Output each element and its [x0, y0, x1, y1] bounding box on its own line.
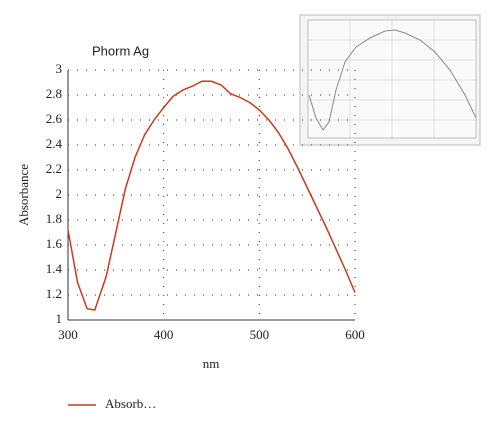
- y-tick-label: 1.2: [46, 286, 62, 301]
- x-tick-label: 500: [250, 327, 270, 342]
- x-tick-label: 300: [58, 327, 78, 342]
- y-axis-label: Absorbance: [16, 164, 31, 226]
- y-tick-label: 1.4: [46, 261, 63, 276]
- x-tick-label: 600: [345, 327, 365, 342]
- y-tick-label: 2.6: [46, 111, 63, 126]
- data-line: [67, 80, 356, 311]
- x-axis-label: nm: [203, 356, 220, 371]
- y-tick-label: 2.2: [46, 161, 62, 176]
- inset-image: [299, 14, 481, 146]
- y-tick-label: 2: [56, 186, 63, 201]
- x-tick-label: 400: [154, 327, 174, 342]
- y-tick-label: 2.8: [46, 86, 62, 101]
- y-tick-label: 1.8: [46, 211, 62, 226]
- legend-label: Absorb…: [105, 396, 156, 411]
- chart-title: Phorm Ag: [92, 43, 149, 58]
- y-tick-label: 1: [56, 311, 63, 326]
- y-tick-label: 3: [56, 61, 63, 76]
- y-tick-label: 1.6: [46, 236, 63, 251]
- y-tick-label: 2.4: [46, 136, 63, 151]
